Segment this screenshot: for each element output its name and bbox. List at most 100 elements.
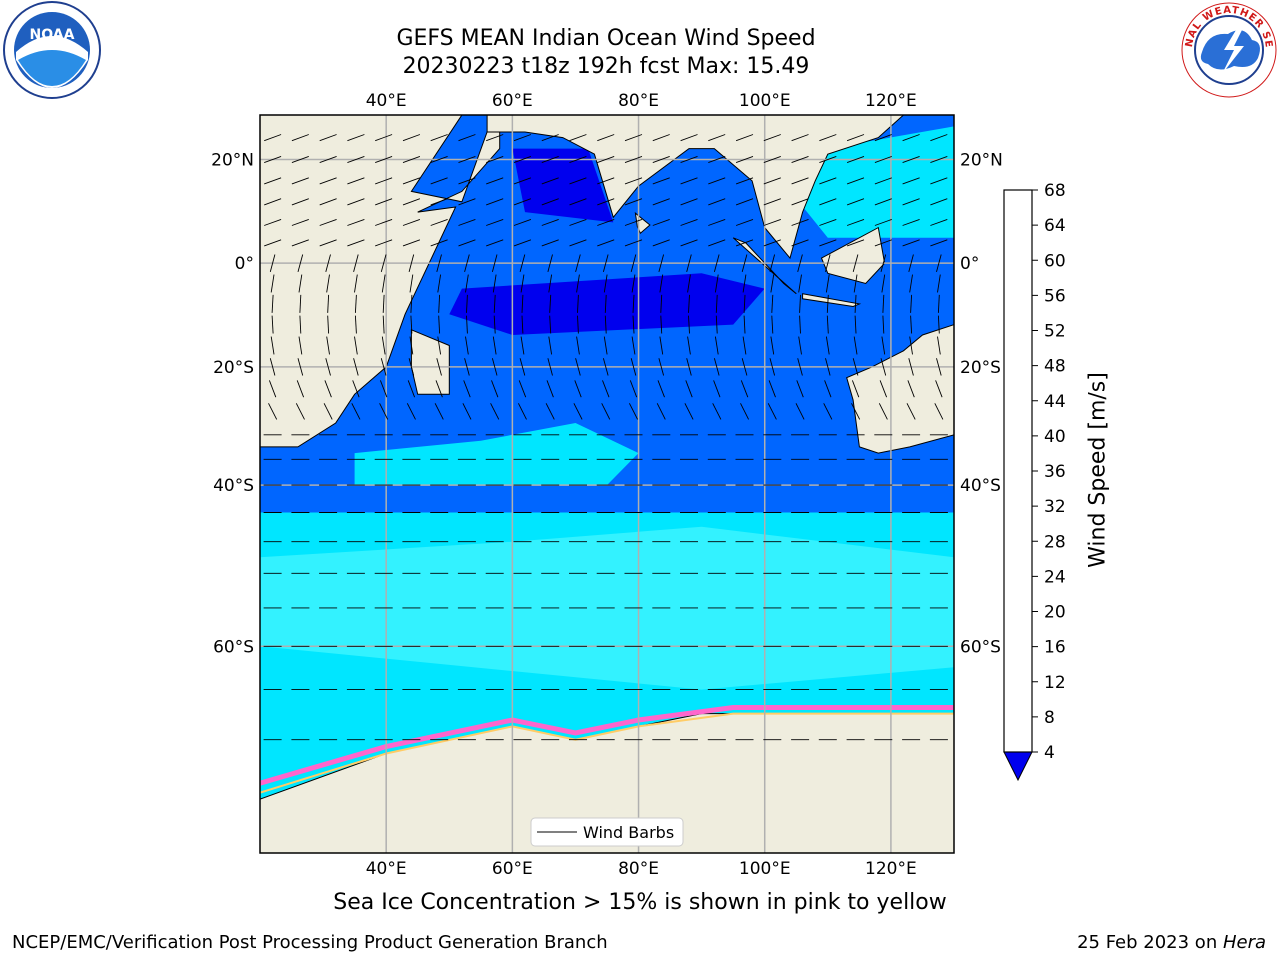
wind-barb <box>937 336 941 355</box>
colorbar-tick-label: 40 <box>1044 427 1066 447</box>
wind-barb <box>881 336 886 355</box>
wind-barb <box>763 134 781 142</box>
wind-barb <box>652 155 670 164</box>
wind-barb <box>735 177 754 185</box>
colorbar-tick-label: 32 <box>1044 497 1066 517</box>
wind-barb <box>741 358 748 376</box>
wind-barb <box>652 177 670 185</box>
wind-barb <box>680 198 698 206</box>
lon-tick-bottom: 40°E <box>366 859 407 879</box>
wind-barb <box>767 403 777 420</box>
colorbar-tick-label: 48 <box>1044 357 1066 377</box>
lon-tick-bottom: 120°E <box>865 859 917 879</box>
wind-barb <box>685 380 693 398</box>
wind-barb <box>713 380 721 398</box>
wind-barb <box>264 218 282 226</box>
wind-barb <box>466 294 468 313</box>
nws-logo: NATIONAL WEATHER SERVICE <box>1178 0 1277 98</box>
wind-barb <box>791 177 809 185</box>
wind-barb <box>846 155 865 164</box>
wind-barb <box>458 177 476 185</box>
wind-barb <box>624 134 643 142</box>
wind-barb <box>825 336 830 355</box>
wind-barb <box>935 380 943 398</box>
wind-barb <box>406 403 416 420</box>
lon-tick-top: 100°E <box>739 91 791 111</box>
wind-barb <box>909 336 913 355</box>
wind-barb <box>882 294 885 313</box>
wind-barb <box>319 239 337 247</box>
wind-barb <box>520 336 525 355</box>
wind-barb <box>458 155 476 164</box>
footer-date-text: 25 Feb 2023 on <box>1077 932 1223 953</box>
wind-barb <box>652 198 670 206</box>
wind-barb <box>824 380 832 398</box>
wind-barb <box>630 254 637 273</box>
wind-barb <box>541 198 559 206</box>
wind-barb <box>410 294 413 313</box>
wind-barb <box>354 315 357 334</box>
wind-barb <box>652 239 670 247</box>
wind-barb <box>545 403 555 420</box>
wind-barb <box>575 358 581 376</box>
lon-tick-bottom: 100°E <box>739 859 791 879</box>
wind-barb <box>687 274 691 293</box>
lon-tick-top: 40°E <box>366 91 407 111</box>
wind-barb <box>874 198 892 206</box>
lat-tick-left: 40°S <box>213 476 254 496</box>
wind-barb <box>493 315 496 334</box>
wind-barb <box>657 380 665 398</box>
wind-barb <box>291 198 309 206</box>
wind-barb <box>324 380 332 398</box>
wind-barb <box>297 254 304 273</box>
wind-barb <box>410 315 413 334</box>
wind-barb <box>854 315 857 334</box>
wind-barb <box>296 380 305 398</box>
colorbar-tick-label: 36 <box>1044 462 1066 482</box>
wind-barb <box>353 358 359 376</box>
wind-barb <box>853 274 858 293</box>
wind-barb <box>297 358 304 376</box>
wind-barb <box>402 134 421 142</box>
lon-tick-bottom: 80°E <box>618 859 659 879</box>
wind-barb <box>546 380 554 398</box>
wind-barb <box>513 177 532 185</box>
wind-barb <box>770 336 775 355</box>
wind-barb <box>846 198 865 206</box>
wind-barb <box>319 177 337 185</box>
wind-barb <box>430 198 448 206</box>
wind-barb <box>902 218 920 226</box>
wind-barb <box>458 239 476 247</box>
wind-barb <box>763 198 781 206</box>
chart-subtitle: 20230223 t18z 192h fcst Max: 15.49 <box>402 54 810 79</box>
wind-barb <box>491 380 499 398</box>
wind-barb <box>906 403 916 420</box>
wind-barb <box>791 239 809 247</box>
wind-barb <box>486 239 504 247</box>
wind-barb <box>458 134 476 142</box>
wind-barb <box>408 358 415 376</box>
wind-barb <box>796 380 804 398</box>
wind-barb <box>878 403 888 420</box>
wind-barb <box>798 336 802 355</box>
wind-barb <box>882 315 885 334</box>
wind-barb <box>264 177 282 185</box>
wind-barb <box>624 239 643 247</box>
wind-barb <box>575 254 581 273</box>
wind-barb <box>823 403 833 420</box>
wind-barb <box>569 155 587 164</box>
wind-barb <box>743 294 746 313</box>
wind-barb <box>680 134 698 142</box>
wind-barb <box>541 134 559 142</box>
wind-barb <box>375 134 393 142</box>
land-africa <box>260 115 501 448</box>
wind-barb <box>660 294 663 313</box>
wind-barb <box>291 177 309 185</box>
wind-barb <box>291 134 309 142</box>
wind-barb <box>930 134 948 142</box>
wind-barb <box>569 177 587 185</box>
wind-barb <box>715 294 718 313</box>
wind-barb <box>680 239 698 247</box>
wind-barb <box>351 403 361 420</box>
wind-barb <box>852 358 859 376</box>
